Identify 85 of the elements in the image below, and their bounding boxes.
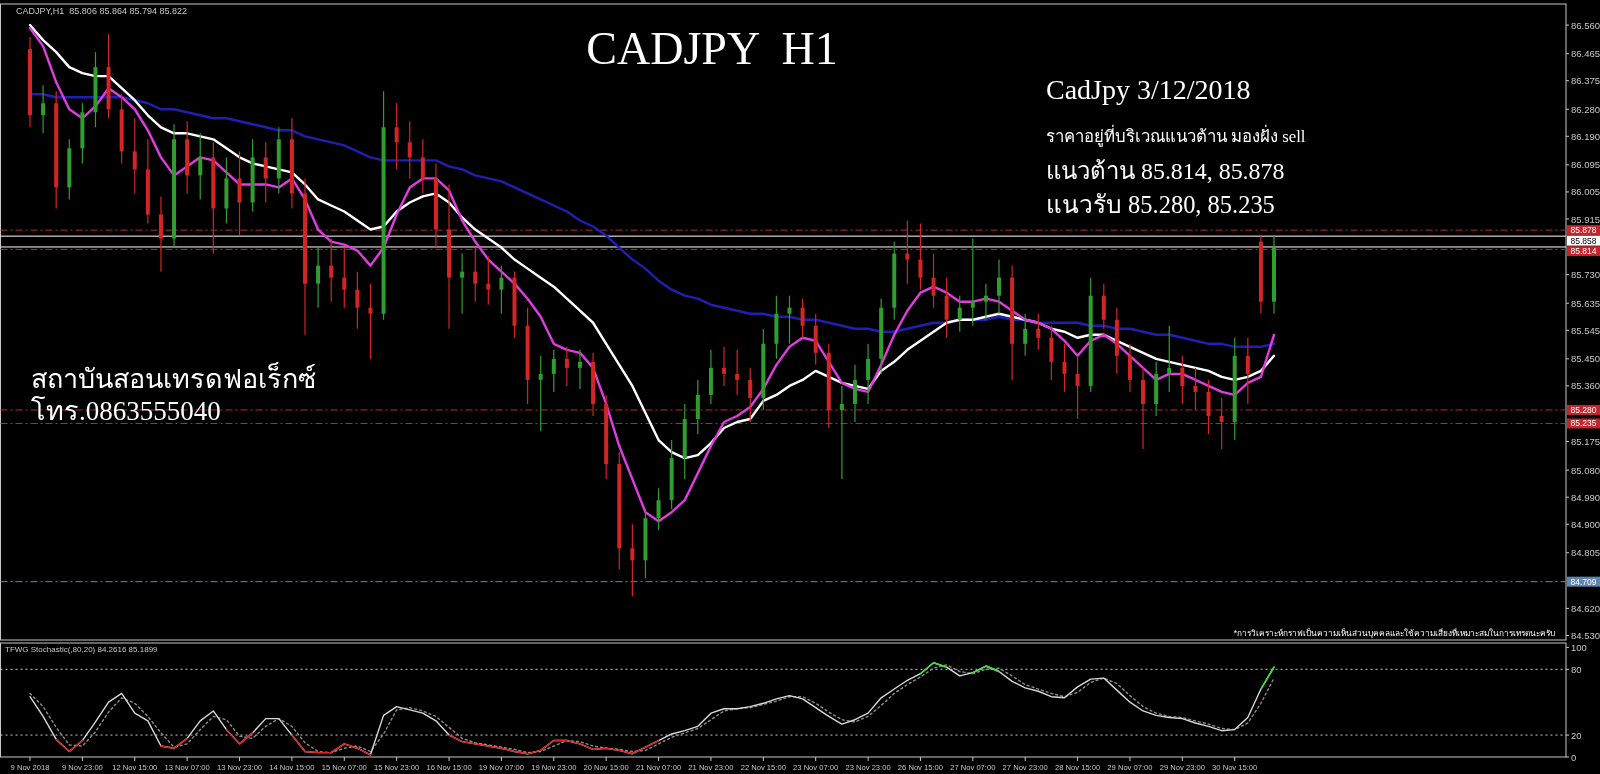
- candlestick: [983, 283, 988, 321]
- ref-line-label: 85.858: [1570, 235, 1597, 246]
- candlestick: [41, 84, 46, 134]
- candlestick: [499, 265, 504, 315]
- candlestick: [577, 349, 582, 390]
- y-tick-label: 85.915: [1571, 213, 1600, 225]
- annotation: *การวิเคราะห์กราฟเป็นความเห็นส่วนบุคคลและใช้ความเสี่ยงที่เหมาะสมในการเทรดนะครับ: [1233, 627, 1555, 638]
- y-tick-label: 84.805: [1571, 547, 1600, 559]
- candlestick: [931, 252, 936, 309]
- y-tick-label: 86.560: [1571, 19, 1600, 31]
- candlestick: [748, 367, 753, 423]
- candlestick: [263, 141, 268, 204]
- y-tick-label: 86.095: [1571, 159, 1600, 171]
- y-tick-label: 85.730: [1571, 269, 1600, 281]
- candlestick: [722, 346, 727, 387]
- candlestick: [970, 237, 975, 327]
- candlestick: [1193, 367, 1198, 411]
- candlestick: [957, 295, 962, 333]
- candlestick: [1023, 313, 1028, 357]
- annotation: แนวรับ 85.280, 85.235: [1046, 191, 1275, 218]
- annotation: TFWG Stochastic(,80,20) 84.2616 85.1899: [5, 645, 159, 654]
- candlestick: [407, 120, 412, 180]
- candlestick: [316, 246, 321, 309]
- candlestick: [564, 346, 569, 387]
- candlestick: [1219, 397, 1224, 450]
- candlestick: [630, 523, 635, 597]
- y-tick-label: 84.990: [1571, 491, 1600, 503]
- annotation: ราคาอยู่ที่บริเวณแนวต้าน มองฝั่ง sell: [1046, 124, 1306, 147]
- candlestick: [486, 256, 491, 306]
- candlestick: [735, 349, 740, 396]
- candlestick: [368, 283, 373, 360]
- y-tick-label: 84.620: [1571, 602, 1600, 614]
- candlestick: [866, 343, 871, 405]
- ref-line-label: 85.280: [1570, 404, 1597, 415]
- annotation: สถาบันสอนเทรดฟอเร็กซ์: [31, 361, 316, 394]
- y-tick-label: 86.280: [1571, 103, 1600, 115]
- candlestick: [551, 349, 556, 393]
- ref-line-label: 85.878: [1570, 225, 1597, 236]
- y-tick-label: 80: [1571, 663, 1582, 675]
- annotation: โทร.0863555040: [31, 396, 221, 426]
- candlestick: [1062, 343, 1067, 393]
- ref-line-label: 85.235: [1570, 418, 1597, 429]
- y-tick-label: 20: [1571, 729, 1582, 741]
- candlestick: [538, 355, 543, 432]
- candlestick: [1075, 355, 1080, 420]
- candlestick: [656, 487, 661, 531]
- candlestick: [329, 237, 334, 303]
- candlestick: [787, 295, 792, 345]
- candlestick: [1167, 325, 1172, 393]
- y-tick-label: 85.080: [1571, 464, 1600, 476]
- y-tick-label: 100: [1571, 641, 1587, 653]
- y-tick-label: 85.545: [1571, 324, 1600, 336]
- annotation: CADJPY,H1 85.806 85.864 85.794 85.822: [16, 6, 187, 16]
- candlestick: [460, 252, 465, 315]
- y-tick-label: 86.375: [1571, 75, 1600, 87]
- candlestick: [198, 132, 203, 201]
- y-tick-label: 84.530: [1571, 629, 1600, 641]
- candlestick: [394, 102, 399, 170]
- annotation: แนวต้าน 85.814, 85.878: [1046, 158, 1285, 184]
- ref-line-label: 85.814: [1570, 246, 1597, 257]
- y-tick-label: 86.190: [1571, 130, 1600, 142]
- y-tick-label: 84.900: [1571, 518, 1600, 530]
- y-tick-label: 85.635: [1571, 297, 1600, 309]
- y-tick-label: 86.005: [1571, 186, 1600, 198]
- y-tick-label: 86.465: [1571, 48, 1600, 60]
- candlestick: [905, 219, 910, 285]
- chart-title: CADJPY H1: [586, 23, 838, 74]
- y-tick-label: 85.450: [1571, 353, 1600, 365]
- candlestick: [420, 138, 425, 195]
- candlestick: [800, 298, 805, 339]
- y-tick-label: 0: [1571, 751, 1577, 763]
- annotation: CadJpy 3/12/2018: [1046, 74, 1251, 105]
- candlestick: [1180, 355, 1185, 405]
- y-tick-label: 85.360: [1571, 380, 1600, 392]
- candlestick: [342, 246, 347, 309]
- candlestick: [132, 117, 137, 195]
- candlestick: [997, 259, 1002, 315]
- candlestick: [355, 271, 360, 330]
- ref-line-label: 84.709: [1570, 576, 1597, 587]
- candlestick: [1036, 313, 1041, 351]
- candlestick: [473, 246, 478, 303]
- candlestick: [839, 385, 844, 480]
- y-tick-label: 85.175: [1571, 436, 1600, 448]
- candlestick: [918, 222, 923, 291]
- candlestick: [1245, 337, 1250, 405]
